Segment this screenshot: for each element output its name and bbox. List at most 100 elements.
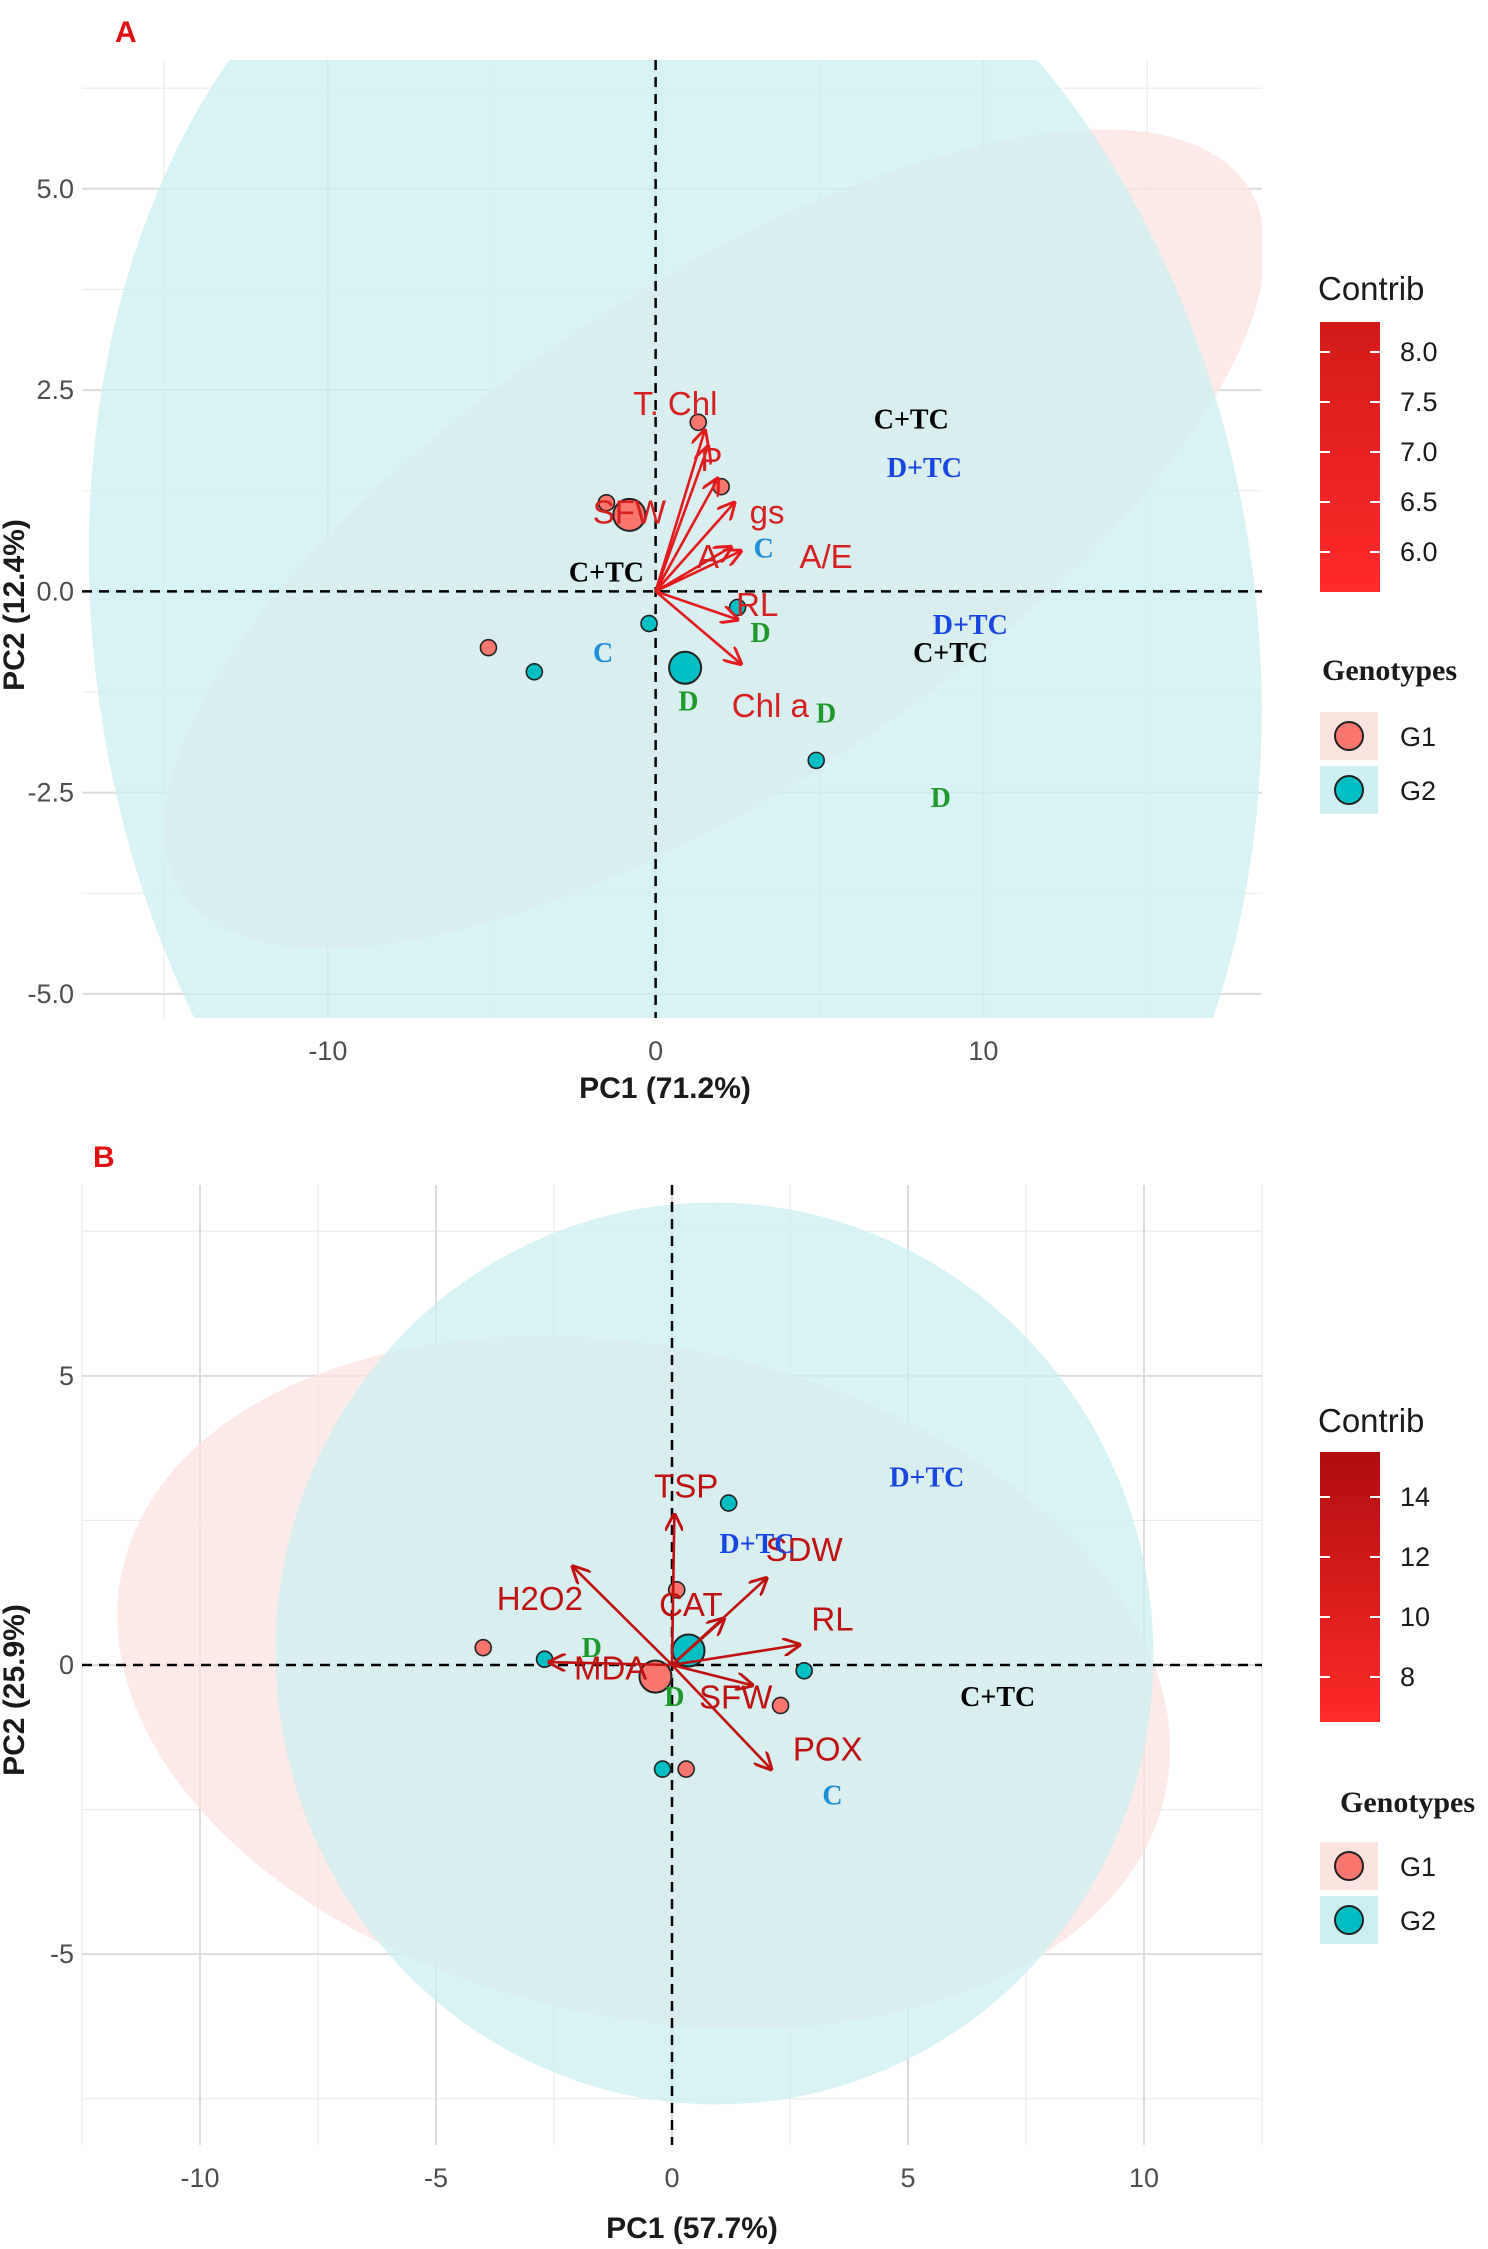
panel-a-variable-label: SFW — [593, 494, 667, 531]
panel-b-genotypes-title: Genotypes — [1340, 1786, 1475, 1819]
panel-a-point-g1 — [597, 493, 616, 512]
panel-a-legend-g2-label: G2 — [1400, 776, 1436, 806]
panel-a-colorbar-fill — [1320, 322, 1380, 592]
panel-b-point-g1 — [474, 1638, 493, 1657]
panel-b-treatment-label: D — [664, 1682, 684, 1713]
panel-b-variable-label: H2O2 — [497, 1580, 583, 1617]
panel-b-point-g2 — [795, 1661, 813, 1680]
panel-b-treatment-label: D+TC — [889, 1462, 964, 1493]
panel-a-variable-label: Chl a — [732, 687, 810, 724]
panel-a-contrib-colorbar: 8.0 7.5 7.0 6.5 6.0 — [1320, 322, 1438, 592]
panel-b-variable-labels: TSP SDW H2O2 CAT RL MDA SFW POX — [497, 1467, 863, 1767]
panel-a-arrow-a — [654, 547, 731, 593]
panel-a-centroid-g1 — [612, 497, 647, 532]
panel-b-treatment-label: C — [822, 1780, 842, 1811]
panel-b-arrow-sfw — [671, 1663, 752, 1685]
panel-b-variable-label: TSP — [654, 1467, 718, 1504]
panel-a-treatment-label: C+TC — [874, 405, 949, 436]
panel-b-treatment-labels: D+TC D+TC D D C+TC C — [582, 1462, 1036, 1811]
panel-b-point-g1 — [677, 1760, 695, 1778]
panel-a-points — [479, 413, 826, 770]
panel-b-x-tick-label: 0 — [664, 2163, 679, 2193]
panel-b-legend-g1-swatch — [1334, 1851, 1364, 1881]
panel-label-b: B — [93, 1141, 115, 1174]
panel-a-legend-g2-swatch — [1334, 775, 1364, 805]
panel-a-colorbar-tick-label: 7.0 — [1400, 437, 1438, 467]
panel-a-x-axis-title: PC1 (71.2%) — [579, 1072, 751, 1105]
panel-b-variable-label: CAT — [659, 1586, 723, 1623]
panel-a-treatment-label: D — [678, 686, 698, 717]
panel-a-variable-arrows — [654, 430, 741, 663]
panel-b-arrow-mda — [549, 1662, 673, 1665]
panel-b-colorbar-tick-label: 14 — [1400, 1482, 1430, 1512]
panel-a-y-tick-label: 0.0 — [36, 576, 74, 606]
panel-b-variable-label: SFW — [699, 1678, 773, 1715]
panel-b-plot: TSP SDW H2O2 CAT RL MDA SFW POX D+TC D+TC D D C+TC C… — [50, 1185, 1263, 2193]
panel-a-centroid-g2 — [668, 650, 703, 685]
panel-a-arrow-rl — [655, 590, 738, 619]
panel-a-colorbar-tick-label: 8.0 — [1400, 337, 1438, 367]
panel-b-x-tick-label: 5 — [900, 2163, 915, 2193]
panel-b-colorbar-tick-label: 10 — [1400, 1602, 1430, 1632]
panel-b-arrow-pox — [671, 1664, 771, 1769]
panel-a-x-tick-label: 10 — [968, 1036, 998, 1066]
panel-b-legend-g2-swatch — [1334, 1905, 1364, 1935]
panel-a-legend: Contrib 8.0 7.5 7.0 6.5 6.0 Genotypes G1 G2 — [1318, 270, 1457, 814]
panel-a-y-tick-label: 5.0 — [36, 174, 74, 204]
panel-a-legend-g1-swatch — [1334, 721, 1364, 751]
panel-b-point-g2 — [653, 1760, 672, 1778]
panel-a-colorbar-tick-label: 6.5 — [1400, 487, 1438, 517]
panel-b-point-g2 — [719, 1494, 738, 1512]
panel-a-ellipse-g2 — [88, 60, 1262, 1018]
panel-a-arrow-gs — [654, 503, 735, 593]
panel-a-treatment-label: C+TC — [569, 558, 644, 589]
panel-a-y-tick-label: -5.0 — [27, 979, 74, 1009]
panel-b-ellipse-g2 — [275, 1202, 1154, 2105]
panel-b-colorbar-tick-label: 8 — [1400, 1662, 1415, 1692]
panel-b-y-tick-label: 0 — [59, 1650, 74, 1680]
panel-a-y-axis-title: PC2 (12.4%) — [0, 519, 31, 691]
panel-b-arrow-tsp — [672, 1515, 674, 1666]
panel-a-variable-label: A — [697, 538, 719, 575]
panel-b-point-g1 — [771, 1696, 790, 1715]
panel-a-treatment-label: C — [754, 533, 774, 564]
panel-a-variable-label: RL — [736, 586, 778, 623]
panel-a-legend-g1-label: G1 — [1400, 722, 1436, 752]
panel-a-contrib-title: Contrib — [1318, 270, 1424, 307]
panel-b-legend-g2-label: G2 — [1400, 1906, 1436, 1936]
panel-b-x-tick-label: -5 — [424, 2163, 448, 2193]
panel-a-ellipses — [88, 60, 1262, 1018]
panel-b-y-axis-title: PC2 (25.9%) — [0, 1604, 31, 1776]
panel-a-point-g2 — [525, 663, 544, 681]
panel-a-arrow-a-e — [655, 551, 741, 593]
panel-b-colorbar-tick-label: 12 — [1400, 1542, 1430, 1572]
panel-a-arrow-sfw — [654, 479, 718, 592]
panel-a-treatment-label: D — [750, 618, 770, 649]
panel-a-treatment-label: D+TC — [933, 610, 1008, 641]
panel-b-variable-label: POX — [793, 1730, 863, 1767]
panel-b-colorbar-fill — [1320, 1452, 1380, 1722]
panel-b-variable-label: RL — [811, 1600, 853, 1637]
panel-b-contrib-colorbar: 14 12 10 8 — [1320, 1452, 1430, 1722]
panel-a-variable-labels: T. Chl P SFW gs A A/E RL Chl a — [593, 385, 853, 724]
panel-a-variable-label: gs — [750, 494, 785, 531]
panel-b-variable-label: SDW — [766, 1531, 844, 1568]
panel-b-arrow-cat — [671, 1619, 724, 1666]
panel-a-y-tick-label: -2.5 — [27, 778, 74, 808]
panel-a-colorbar-tick-label: 6.0 — [1400, 537, 1438, 567]
panel-a-point-g1 — [479, 638, 498, 657]
panel-a-x-tick-label: 0 — [648, 1036, 663, 1066]
panel-b-y-tick-label: 5 — [59, 1361, 74, 1391]
panel-b: B TSP SDW H2O2 CAT RL MDA SFW POX D+TC D+TC D D C+T… — [0, 1141, 1475, 2245]
panel-b-x-axis-title: PC1 (57.7%) — [606, 2212, 778, 2245]
panel-b-treatment-label: D — [582, 1633, 602, 1664]
panel-a-treatment-label: C+TC — [913, 638, 988, 669]
panel-a-treatment-label: C — [593, 638, 613, 669]
panel-a-treatment-label: D — [816, 699, 836, 730]
panel-b-treatment-label: D+TC — [719, 1529, 794, 1560]
panel-a-variable-label: T. Chl — [633, 385, 717, 422]
panel-a-y-tick-label: 2.5 — [36, 375, 74, 405]
panel-a-tick-labels: -10 0 10 -5.0 -2.5 0.0 2.5 5.0 — [27, 174, 998, 1066]
panel-a-arrow-p — [654, 446, 708, 592]
